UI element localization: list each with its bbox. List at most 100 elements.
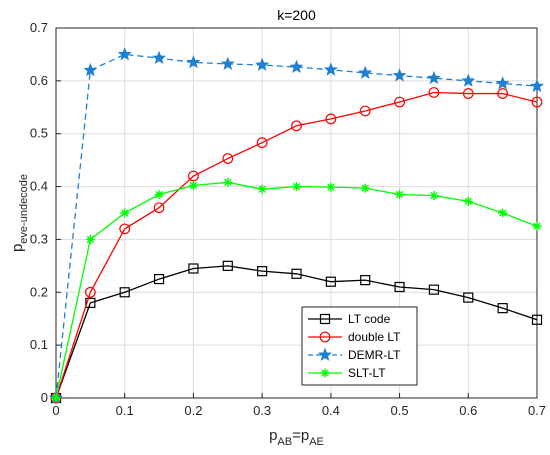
data-point-demr-lt — [323, 62, 338, 76]
series-line-double-lt — [55, 91, 538, 399]
series-demr-lt — [49, 47, 544, 404]
x-tick-label: 0.1 — [116, 403, 134, 418]
data-point-double-lt — [462, 88, 474, 99]
data-point-slt-lt — [326, 182, 336, 192]
y-axis-label-sub: eve-undecode — [18, 174, 30, 244]
data-point-demr-lt — [495, 76, 510, 90]
data-point-demr-lt — [426, 70, 441, 85]
chart-title: k=200 — [277, 7, 316, 23]
legend-label: LT code — [348, 312, 391, 326]
data-point-double-lt — [291, 120, 302, 132]
legend-marker — [320, 368, 330, 378]
legend-box — [301, 306, 418, 386]
data-point-slt-lt — [257, 184, 267, 194]
series-line-slt-lt — [55, 181, 538, 399]
y-axis-label: peve-undecode — [9, 174, 30, 252]
series-double-lt — [50, 87, 543, 404]
y-tick-label: 0 — [41, 390, 48, 405]
data-point-slt-lt — [292, 182, 301, 192]
x-axis-label: pAB=pAE — [269, 427, 324, 448]
series-line-demr-lt — [55, 53, 538, 399]
series-group — [49, 47, 544, 404]
data-point-demr-lt — [255, 57, 270, 71]
data-point-double-lt — [428, 87, 440, 98]
data-point-double-lt — [119, 223, 131, 235]
data-point-double-lt — [256, 137, 268, 149]
data-point-demr-lt — [392, 68, 407, 82]
data-point-double-lt — [84, 286, 96, 298]
legend-marker — [319, 313, 331, 325]
data-point-slt-lt — [429, 191, 439, 201]
data-point-double-lt — [497, 88, 509, 99]
data-point-lt-code — [222, 260, 233, 271]
data-point-demr-lt — [186, 55, 201, 69]
plot-frame — [55, 27, 538, 399]
data-point-lt-code — [119, 287, 130, 298]
data-point-slt-lt — [154, 190, 164, 199]
data-point-slt-lt — [360, 183, 370, 193]
data-point-lt-code — [291, 268, 302, 279]
legend-item-slt-lt: SLT-LT — [308, 366, 386, 380]
x-tick-label: 0.5 — [391, 403, 409, 418]
series-slt-lt — [51, 177, 542, 403]
y-tick-label: 0.3 — [30, 231, 48, 246]
data-point-demr-lt — [289, 59, 304, 74]
data-point-demr-lt — [358, 65, 373, 79]
axis-ticks: 0 0.1 0.2 0.3 0.4 0.5 0.6 0.7 0 0.1 0.2 0.3 0.4 0.5 0.… — [30, 20, 546, 418]
legend-marker — [318, 347, 332, 361]
data-point-slt-lt — [188, 181, 198, 191]
legend-label: SLT-LT — [348, 366, 386, 380]
x-tick-label: 0.4 — [322, 403, 340, 418]
legend-item-demr-lt: DEMR-LT — [308, 347, 401, 362]
data-point-double-lt — [153, 202, 165, 214]
data-point-demr-lt — [220, 56, 235, 70]
series-line-lt-code — [55, 265, 538, 399]
legend-label: double LT — [348, 330, 401, 344]
data-point-lt-code — [325, 276, 336, 287]
data-point-double-lt — [531, 96, 543, 108]
y-tick-label: 0.1 — [30, 337, 48, 352]
data-point-slt-lt — [463, 196, 473, 206]
data-point-lt-code — [85, 297, 96, 308]
data-point-double-lt — [222, 153, 234, 164]
data-point-lt-code — [153, 273, 165, 285]
x-tick-label: 0 — [52, 403, 59, 418]
data-point-slt-lt — [51, 393, 61, 403]
x-axis-label-sub1: AB — [277, 436, 292, 448]
legend: LT code double LT DEMR-LT SLT-LT — [301, 306, 418, 386]
data-point-lt-code — [428, 284, 440, 295]
x-tick-label: 0.6 — [459, 403, 477, 418]
x-axis-label-eq: =p — [292, 427, 309, 444]
y-tick-label: 0.7 — [30, 20, 48, 35]
data-point-slt-lt — [532, 221, 542, 231]
data-point-slt-lt — [223, 177, 233, 187]
y-tick-label: 0.6 — [30, 73, 48, 88]
legend-item-double-lt: double LT — [308, 330, 401, 344]
legend-item-lt-code: LT code — [308, 312, 391, 326]
data-point-double-lt — [359, 105, 371, 117]
x-tick-label: 0.2 — [184, 403, 202, 418]
data-point-lt-code — [360, 275, 371, 286]
y-tick-label: 0.2 — [30, 284, 48, 299]
data-point-lt-code — [188, 263, 199, 274]
data-point-demr-lt — [530, 78, 544, 93]
data-point-lt-code — [394, 281, 405, 293]
grid-lines — [56, 28, 537, 398]
y-tick-label: 0.4 — [30, 179, 48, 194]
series-lt-code — [50, 260, 543, 404]
x-tick-label: 0.7 — [528, 403, 546, 418]
y-axis-label-main: p — [9, 244, 26, 252]
x-axis-label-main: p — [269, 427, 277, 444]
x-axis-label-sub2: AE — [309, 436, 324, 448]
data-point-lt-code — [257, 266, 268, 277]
data-point-demr-lt — [461, 73, 476, 87]
data-point-demr-lt — [152, 50, 167, 65]
data-point-slt-lt — [498, 208, 508, 218]
legend-marker — [319, 331, 331, 343]
legend-label: DEMR-LT — [348, 348, 401, 362]
data-point-slt-lt — [395, 190, 405, 199]
x-tick-label: 0.3 — [253, 403, 271, 418]
data-point-slt-lt — [120, 208, 130, 218]
data-point-double-lt — [188, 170, 199, 182]
